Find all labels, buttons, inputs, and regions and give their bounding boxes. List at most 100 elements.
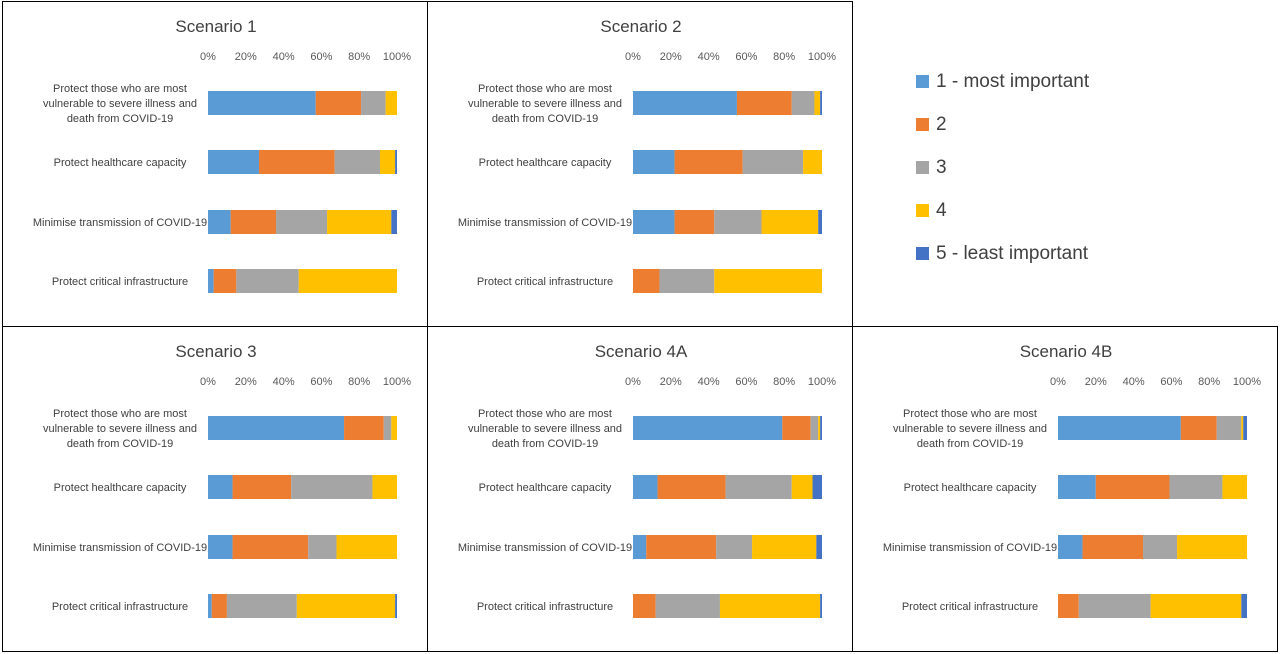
bar-segment [782, 416, 811, 440]
bar-segment [633, 475, 658, 499]
bar-segment [385, 91, 397, 115]
x-tick-label: 40% [273, 376, 295, 388]
legend-swatch [916, 247, 929, 260]
bar-segment [361, 91, 386, 115]
category-label: Minimise transmission of COVID-19 [458, 217, 632, 229]
category-label: Protect healthcare capacity [479, 157, 612, 169]
bar-segment [1241, 594, 1247, 618]
x-tick-label: 20% [235, 51, 257, 63]
category-label: Protect healthcare capacity [54, 482, 187, 494]
bar-segment [633, 535, 647, 559]
bar-segment [655, 594, 720, 618]
category-label: Protect those who are most [903, 408, 1037, 420]
x-tick-label: 20% [660, 51, 682, 63]
bar-segment [1095, 475, 1170, 499]
bar-segment [812, 475, 822, 499]
bar-segment [208, 150, 260, 174]
category-label: vulnerable to severe illness and [468, 98, 622, 110]
category-label: Protect critical infrastructure [477, 601, 613, 613]
x-tick-label: 80% [348, 51, 370, 63]
bar-segment [344, 416, 384, 440]
bar-segment [336, 535, 397, 559]
bar-segment [810, 416, 819, 440]
bar-segment [633, 416, 783, 440]
x-tick-label: 0% [1050, 376, 1066, 388]
legend-swatch [916, 118, 929, 131]
bar-segment [818, 210, 822, 234]
bar-segment [674, 150, 743, 174]
chart-panel-scenario-3: Scenario 3 0% 20% 40% 60% 80% 100% Protect thos… [2, 326, 428, 652]
chart-panel-scenario-4a: Scenario 4A 0% 20% 40% 60% 80% 100% Protect tho… [427, 326, 853, 652]
bar-segment [633, 269, 660, 293]
x-tick-label: 20% [235, 376, 257, 388]
x-tick-label: 80% [773, 51, 795, 63]
category-label: vulnerable to severe illness and [468, 423, 622, 435]
bar-segment [208, 594, 212, 618]
bar-segment [1058, 416, 1181, 440]
category-label: Protect those who are most [478, 408, 612, 420]
bar-segment [276, 210, 328, 234]
chart-title: Scenario 4B [1020, 342, 1113, 361]
category-label: Minimise transmission of COVID-19 [458, 542, 632, 554]
bar-segment [208, 416, 345, 440]
bar-segment [1216, 416, 1242, 440]
x-tick-label: 40% [698, 376, 720, 388]
x-tick-label: 40% [698, 51, 720, 63]
bar-segment [259, 150, 335, 174]
bar-segment [395, 594, 397, 618]
category-label: vulnerable to severe illness and [43, 98, 197, 110]
x-tick-label: 100% [808, 376, 836, 388]
category-label: Protect critical infrastructure [477, 276, 613, 288]
x-tick-label: 80% [1198, 376, 1220, 388]
bar-segment [208, 475, 233, 499]
x-tick-label: 60% [310, 51, 332, 63]
x-tick-label: 0% [200, 51, 216, 63]
x-tick-label: 60% [1160, 376, 1182, 388]
bar-segment [674, 210, 715, 234]
legend-swatch [916, 161, 929, 174]
x-tick-label: 100% [1233, 376, 1261, 388]
category-label: Protect those who are most [53, 83, 187, 95]
bar-segment [1222, 475, 1247, 499]
category-label: Minimise transmission of COVID-19 [33, 542, 207, 554]
category-label: Protect healthcare capacity [904, 482, 1037, 494]
bar-segment [1241, 416, 1244, 440]
bar-segment [633, 594, 656, 618]
category-label: Minimise transmission of COVID-19 [33, 217, 207, 229]
category-label: Protect critical infrastructure [902, 601, 1038, 613]
x-tick-label: 60% [310, 376, 332, 388]
x-tick-label: 100% [383, 51, 411, 63]
bar-segment [391, 416, 397, 440]
bar-segment [208, 210, 231, 234]
bar-segment [236, 269, 299, 293]
category-label: death from COVID-19 [67, 438, 173, 450]
bar-segment [296, 594, 396, 618]
legend-label: 5 - least important [936, 242, 1089, 264]
x-tick-label: 80% [773, 376, 795, 388]
bar-segment [327, 210, 392, 234]
bar-segment [659, 269, 715, 293]
bar-segment [791, 475, 813, 499]
bar-segment [716, 535, 753, 559]
bar-segment [1243, 416, 1247, 440]
bar-segment [816, 535, 822, 559]
x-tick-label: 0% [625, 51, 641, 63]
x-tick-label: 100% [808, 51, 836, 63]
bar-segment [1150, 594, 1242, 618]
bar-segment [714, 269, 822, 293]
category-label: Minimise transmission of COVID-19 [883, 542, 1057, 554]
chart-panel-scenario-2: Scenario 2 0% 20% 40% 60% 80% 100% Protect thos… [427, 1, 853, 327]
legend-swatch [916, 204, 929, 217]
category-label: Protect critical infrastructure [52, 601, 188, 613]
bar-segment [372, 475, 397, 499]
bar-segment [1058, 475, 1096, 499]
x-tick-label: 100% [383, 376, 411, 388]
bar-segment [208, 269, 214, 293]
bar-segment [633, 91, 737, 115]
category-label: death from COVID-19 [492, 438, 598, 450]
bar-segment [232, 535, 309, 559]
bar-segment [334, 150, 380, 174]
category-label: vulnerable to severe illness and [893, 423, 1047, 435]
bar-segment [208, 535, 233, 559]
bar-segment [1058, 594, 1079, 618]
